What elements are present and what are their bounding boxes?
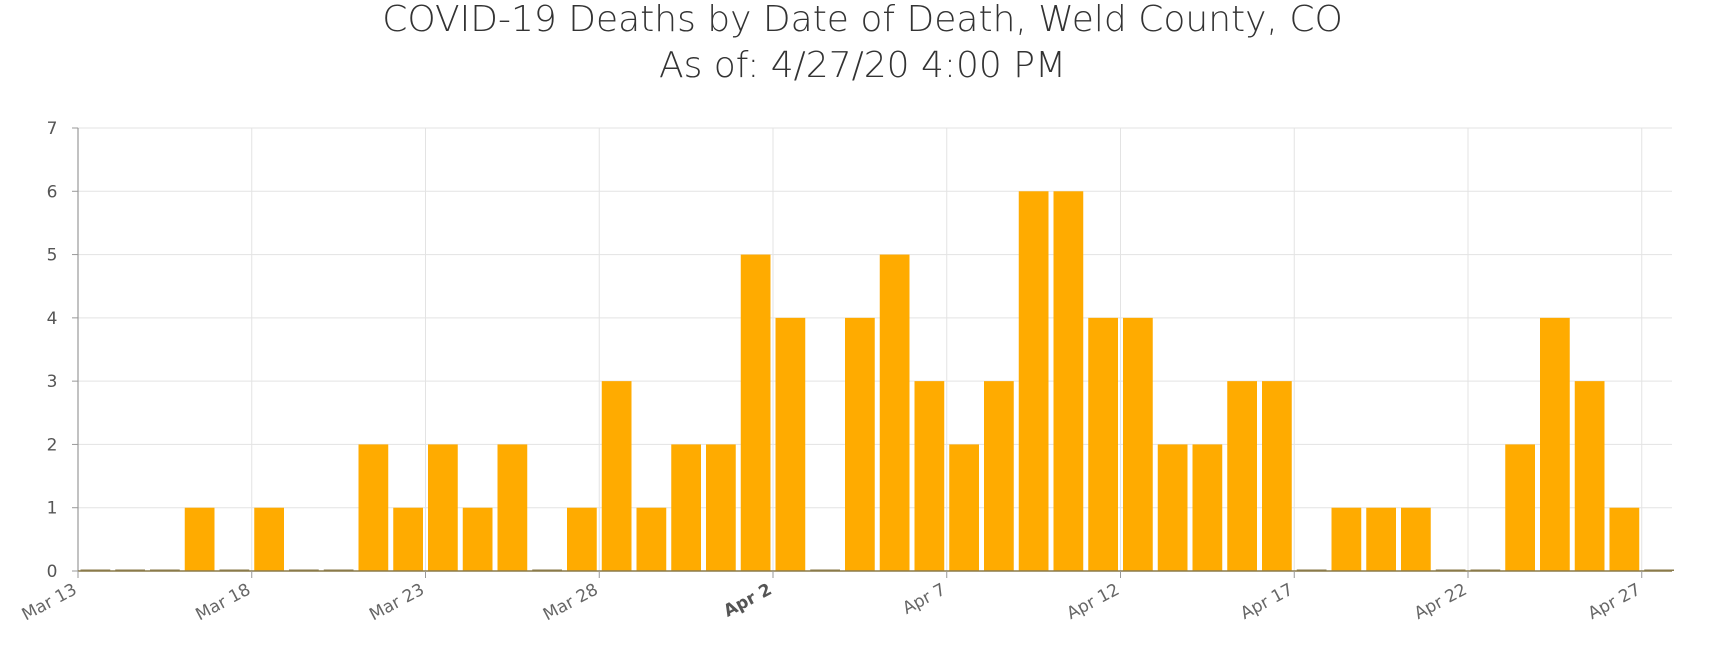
y-tick-label: 0 [47,562,58,582]
bar[interactable] [1123,317,1153,571]
x-tick-label: Mar 28 [540,580,602,625]
x-tick-label: Apr 2 [721,580,776,622]
bars [80,191,1674,572]
x-tick-label: Apr 12 [1064,580,1123,624]
grid-lines [77,127,1672,571]
bar[interactable] [879,254,910,572]
bar[interactable] [358,444,389,571]
bar[interactable] [706,444,736,571]
chart-title: COVID-19 Deaths by Date of Death, Weld C… [382,0,1343,40]
bar[interactable] [1540,317,1570,571]
bar[interactable] [567,507,597,571]
bar[interactable] [497,444,528,571]
bar[interactable] [1227,381,1257,571]
bar[interactable] [1574,381,1605,571]
bar[interactable] [1192,444,1223,571]
bar[interactable] [984,381,1014,571]
bar[interactable] [636,507,667,571]
bar[interactable] [254,507,284,571]
x-tick-label: Apr 22 [1411,580,1470,624]
x-axis-ticks: Mar 13 Mar 18 Mar 23 Mar 28 Apr 2 Apr 7 Apr 12… [19,571,1644,625]
y-tick-label: 2 [47,435,58,455]
bar[interactable] [1018,191,1049,572]
bar[interactable] [1609,507,1640,571]
bar[interactable] [949,444,979,571]
bar[interactable] [914,381,945,571]
bar[interactable] [1262,381,1292,571]
y-tick-label: 7 [47,119,58,139]
y-tick-label: 4 [47,309,58,329]
y-tick-label: 6 [47,182,58,202]
y-tick-label: 5 [47,246,58,266]
x-tick-label: Apr 7 [899,580,949,619]
y-tick-label: 3 [47,372,58,392]
bar[interactable] [1331,507,1362,571]
bar[interactable] [1053,191,1084,572]
y-axis-ticks: 0 1 2 3 4 5 6 7 [47,119,78,582]
bar[interactable] [1401,507,1431,571]
bar[interactable] [845,317,875,571]
x-tick-label: Mar 18 [193,580,255,625]
bar[interactable] [393,507,423,571]
bar[interactable] [462,507,493,571]
x-tick-label: Apr 17 [1237,580,1296,624]
bar[interactable] [1505,444,1535,571]
chart-subtitle: As of: 4/27/20 4:00 PM [658,45,1067,86]
bar[interactable] [1157,444,1188,571]
bar[interactable] [1088,317,1118,571]
bar[interactable] [428,444,458,571]
bar[interactable] [775,317,806,571]
bar[interactable] [1366,507,1396,571]
bar[interactable] [601,381,632,571]
x-tick-label: Mar 23 [366,580,428,625]
bar[interactable] [671,444,701,571]
x-tick-label: Apr 27 [1585,580,1644,624]
bar[interactable] [184,507,215,571]
bar[interactable] [740,254,771,572]
x-tick-label: Mar 13 [19,580,81,625]
axes [77,128,1672,572]
y-tick-label: 1 [47,499,58,519]
